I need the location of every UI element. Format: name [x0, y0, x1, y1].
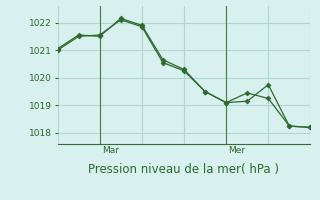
Text: Mar: Mar	[102, 146, 119, 155]
Text: Mer: Mer	[228, 146, 245, 155]
X-axis label: Pression niveau de la mer( hPa ): Pression niveau de la mer( hPa )	[89, 163, 279, 176]
